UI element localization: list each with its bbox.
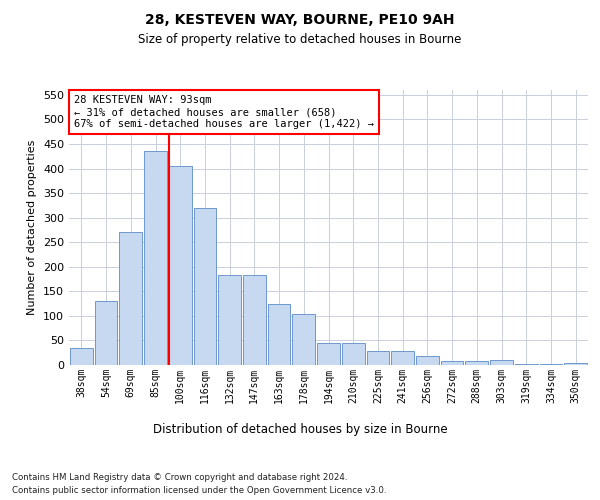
Text: Contains public sector information licensed under the Open Government Licence v3: Contains public sector information licen… [12, 486, 386, 495]
Bar [466, 361, 488, 365]
Bar [367, 351, 389, 365]
Text: Contains HM Land Registry data © Crown copyright and database right 2024.: Contains HM Land Registry data © Crown c… [12, 472, 347, 482]
Bar [564, 362, 587, 365]
Bar [243, 275, 266, 365]
Bar [416, 356, 439, 365]
Bar [342, 343, 365, 365]
Bar [218, 275, 241, 365]
Bar [95, 301, 118, 365]
Bar [194, 208, 216, 365]
Bar [515, 364, 538, 365]
Bar [169, 166, 191, 365]
Bar [391, 351, 414, 365]
Bar [268, 304, 290, 365]
Bar [317, 343, 340, 365]
Bar [441, 361, 463, 365]
Bar [144, 152, 167, 365]
Text: 28, KESTEVEN WAY, BOURNE, PE10 9AH: 28, KESTEVEN WAY, BOURNE, PE10 9AH [145, 12, 455, 26]
Bar [490, 360, 513, 365]
Text: Distribution of detached houses by size in Bourne: Distribution of detached houses by size … [152, 422, 448, 436]
Y-axis label: Number of detached properties: Number of detached properties [28, 140, 37, 315]
Text: 28 KESTEVEN WAY: 93sqm
← 31% of detached houses are smaller (658)
67% of semi-de: 28 KESTEVEN WAY: 93sqm ← 31% of detached… [74, 96, 374, 128]
Text: Size of property relative to detached houses in Bourne: Size of property relative to detached ho… [139, 32, 461, 46]
Bar [539, 364, 562, 365]
Bar [119, 232, 142, 365]
Bar [70, 348, 93, 365]
Bar [292, 314, 315, 365]
